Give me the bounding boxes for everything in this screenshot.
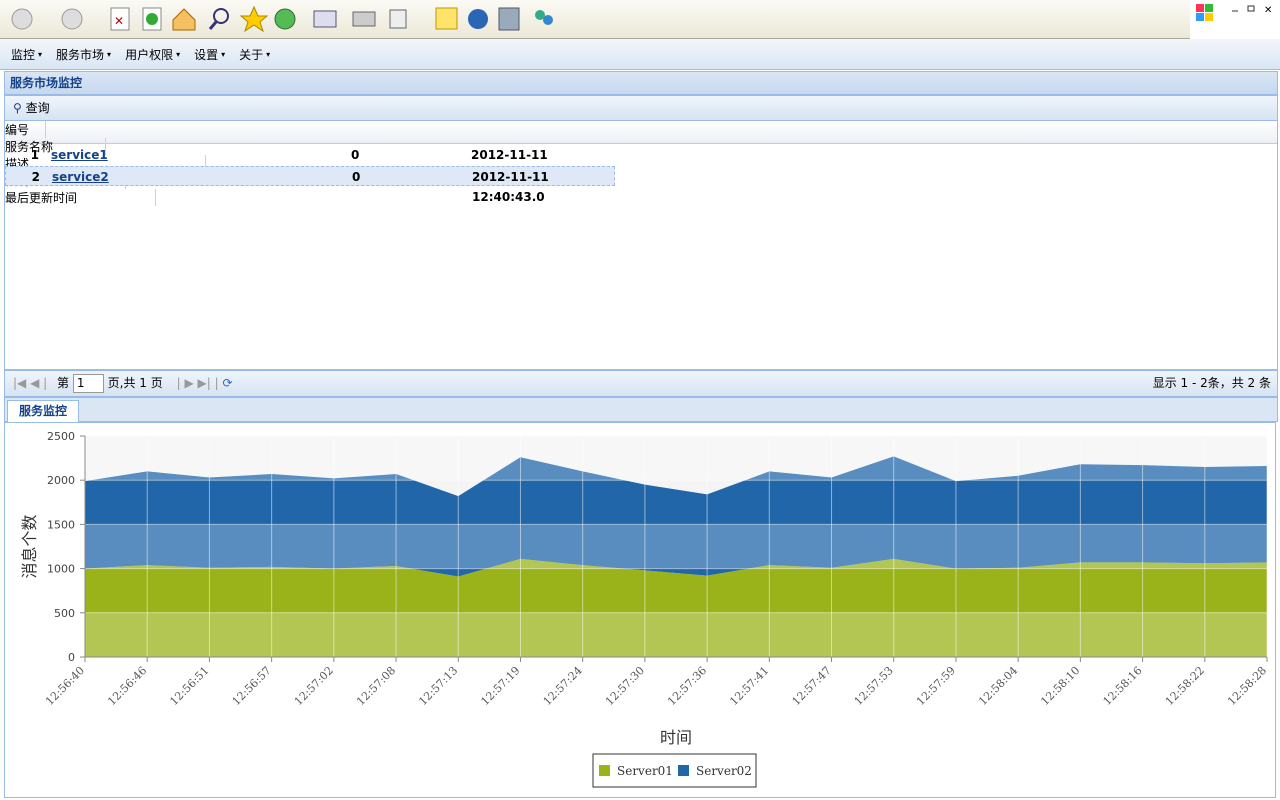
toolbar-icons: ✕ bbox=[11, 5, 553, 33]
x-tick-label: 12:58:22 bbox=[1163, 664, 1207, 708]
pager: |◀ ◀ | 第 1 页,共 1 页 | ▶ ▶| | ⟳ 显示 1 - 2条，… bbox=[4, 370, 1278, 397]
legend-label: Server01 bbox=[617, 764, 673, 778]
grid-body: 1 service1 0 2012-11-11 12:40:37.0 2 service2… bbox=[5, 145, 615, 204]
tab[interactable]: 服务监控 bbox=[7, 400, 79, 422]
menu-arrow: ▾ bbox=[107, 49, 112, 59]
pager-info: 显示 1 - 2条，共 2 条 bbox=[1152, 376, 1271, 390]
x-tick-label: 12:57:19 bbox=[478, 664, 522, 708]
area bbox=[85, 456, 1267, 577]
service-link[interactable]: service2 bbox=[52, 170, 109, 184]
x-tick-label: 12:56:57 bbox=[230, 664, 274, 708]
x-tick-label: 12:57:08 bbox=[354, 664, 398, 708]
svg-text:✕: ✕ bbox=[114, 14, 124, 28]
window-controls: ✕ bbox=[1196, 4, 1272, 21]
x-tick-label: 12:57:13 bbox=[416, 664, 460, 708]
cell-id: 2 bbox=[31, 170, 40, 184]
x-tick-label: 12:58:10 bbox=[1038, 664, 1082, 708]
page-input[interactable]: 1 bbox=[72, 374, 104, 393]
x-tick-label: 12:58:04 bbox=[976, 664, 1020, 708]
menu-arrow: ▾ bbox=[38, 49, 43, 59]
x-tick-label: 12:58:28 bbox=[1225, 664, 1269, 708]
menu-arrow: ▾ bbox=[266, 49, 271, 59]
legend-box bbox=[592, 753, 757, 788]
legend: Server01 Server02 bbox=[592, 753, 757, 788]
x-tick-label: 12:57:47 bbox=[790, 664, 834, 708]
grid-band bbox=[85, 524, 1267, 569]
grid-band bbox=[85, 436, 1267, 481]
menu-item[interactable]: 服务市场 bbox=[56, 47, 105, 62]
legend-swatch bbox=[599, 765, 610, 776]
cell-name: service1 bbox=[45, 145, 145, 165]
cell-updated: 2012-11-11 12:40:43.0 bbox=[472, 170, 549, 204]
menu-item[interactable]: 设置 bbox=[194, 47, 219, 62]
y-tick-label: 2500 bbox=[47, 430, 75, 443]
grid-row[interactable]: 1 service1 0 2012-11-11 12:40:37.0 bbox=[5, 145, 615, 182]
y-axis-label: 消息个数 bbox=[20, 514, 39, 578]
column-header: 最后更新时间 bbox=[5, 189, 156, 206]
menu-item[interactable]: 监控 bbox=[11, 47, 36, 62]
cell-calls: 0 bbox=[351, 148, 360, 162]
area bbox=[85, 558, 1267, 657]
x-tick-label: 12:57:53 bbox=[852, 664, 896, 708]
menu-bar: 监控 ▾ 服务市场 ▾ 用户权限 ▾ 设置 ▾ 关于 ▾ bbox=[0, 39, 1280, 70]
menu-arrow: ▾ bbox=[221, 49, 226, 59]
legend-swatch bbox=[678, 765, 689, 776]
tab-strip: 服务监控 bbox=[4, 397, 1278, 422]
y-tick-label: 2000 bbox=[47, 474, 75, 487]
service-link[interactable]: service1 bbox=[51, 148, 108, 162]
x-tick-label: 12:56:40 bbox=[43, 664, 87, 708]
panel-toolbar: ⚲ 查询 bbox=[4, 95, 1278, 121]
x-tick-label: 12:56:46 bbox=[105, 664, 149, 708]
x-tick-label: 12:57:02 bbox=[292, 664, 336, 708]
query-button[interactable]: 查询 bbox=[25, 101, 50, 115]
x-tick-label: 12:57:24 bbox=[541, 664, 585, 708]
y-tick-label: 1500 bbox=[47, 518, 75, 531]
y-tick-label: 500 bbox=[54, 607, 75, 620]
x-tick-label: 12:57:59 bbox=[914, 664, 958, 708]
menu-arrow: ▾ bbox=[176, 49, 181, 59]
x-tick-label: 12:57:30 bbox=[603, 664, 647, 708]
svg-text:✕: ✕ bbox=[1264, 5, 1272, 16]
pager-label: 第 bbox=[57, 376, 70, 390]
legend-label: Server02 bbox=[696, 764, 752, 778]
menu-item[interactable]: 关于 bbox=[239, 47, 264, 62]
data-grid: 编号服务名称描述被调用次数最后更新时间 1 service1 0 2012-11-11… bbox=[4, 121, 1278, 370]
browser-toolbar: ✕ bbox=[0, 0, 1190, 39]
y-tick-label: 0 bbox=[68, 651, 75, 664]
y-tick-label: 1000 bbox=[47, 563, 75, 576]
x-axis-label: 时间 bbox=[660, 728, 692, 747]
pager-label: 页,共 1 页 bbox=[107, 376, 163, 390]
column-header: 编号 bbox=[5, 121, 46, 138]
cell-name: service2 bbox=[46, 167, 146, 187]
grid-header: 编号服务名称描述被调用次数最后更新时间 bbox=[5, 121, 1277, 206]
cell-id: 1 bbox=[30, 148, 39, 162]
x-tick-label: 12:58:16 bbox=[1101, 664, 1145, 708]
grid-row[interactable]: 2 service2 0 2012-11-11 12:40:43.0 bbox=[5, 166, 615, 204]
x-tick-label: 12:57:36 bbox=[665, 664, 709, 708]
x-tick-label: 12:56:51 bbox=[167, 664, 211, 708]
column-header: 服务名称 bbox=[5, 138, 106, 155]
menu-item[interactable]: 用户权限 bbox=[125, 47, 174, 62]
chart: 0 500 1000 1500 2000 2500 12:56:40 12:56:46 12:5… bbox=[4, 422, 1276, 798]
grid-band bbox=[85, 612, 1267, 657]
cell-calls: 0 bbox=[352, 170, 361, 184]
panel-title: 服务市场监控 bbox=[4, 71, 1278, 95]
cell-updated: 2012-11-11 12:40:37.0 bbox=[471, 148, 548, 182]
x-tick-label: 12:57:41 bbox=[727, 664, 771, 708]
